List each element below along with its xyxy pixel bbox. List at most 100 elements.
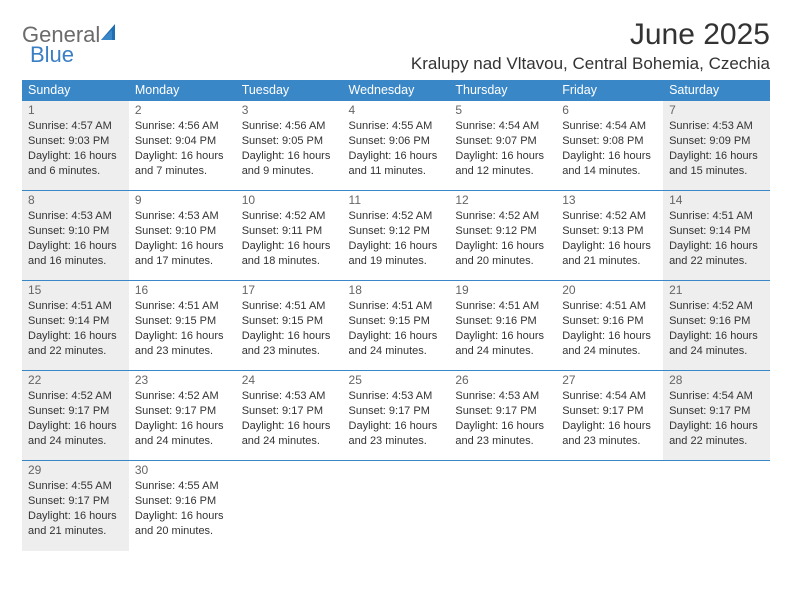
sunrise-line: Sunrise: 4:56 AM [135,119,230,134]
sunrise-line: Sunrise: 4:51 AM [562,299,657,314]
location: Kralupy nad Vltavou, Central Bohemia, Cz… [411,54,770,74]
weekday-header-row: SundayMondayTuesdayWednesdayThursdayFrid… [22,80,770,101]
daylight-line: Daylight: 16 hours and 23 minutes. [349,419,444,449]
calendar-day-cell: 18Sunrise: 4:51 AMSunset: 9:15 PMDayligh… [343,281,450,371]
sunrise-line: Sunrise: 4:52 AM [669,299,764,314]
sunrise-line: Sunrise: 4:54 AM [455,119,550,134]
sunrise-line: Sunrise: 4:53 AM [349,389,444,404]
day-number: 15 [28,283,123,297]
sunset-line: Sunset: 9:05 PM [242,134,337,149]
sunset-line: Sunset: 9:06 PM [349,134,444,149]
calendar-day-cell [449,461,556,551]
weekday-header: Friday [556,80,663,101]
sunrise-line: Sunrise: 4:52 AM [455,209,550,224]
logo-sail-icon [101,24,123,47]
daylight-line: Daylight: 16 hours and 12 minutes. [455,149,550,179]
calendar-day-cell: 29Sunrise: 4:55 AMSunset: 9:17 PMDayligh… [22,461,129,551]
sunrise-line: Sunrise: 4:53 AM [242,389,337,404]
daylight-line: Daylight: 16 hours and 18 minutes. [242,239,337,269]
sunrise-line: Sunrise: 4:55 AM [349,119,444,134]
day-number: 20 [562,283,657,297]
calendar-day-cell: 24Sunrise: 4:53 AMSunset: 9:17 PMDayligh… [236,371,343,461]
calendar-day-cell: 13Sunrise: 4:52 AMSunset: 9:13 PMDayligh… [556,191,663,281]
sunrise-line: Sunrise: 4:52 AM [349,209,444,224]
weekday-header: Saturday [663,80,770,101]
sunrise-line: Sunrise: 4:53 AM [669,119,764,134]
day-number: 19 [455,283,550,297]
sunset-line: Sunset: 9:10 PM [28,224,123,239]
calendar-day-cell [343,461,450,551]
sunset-line: Sunset: 9:17 PM [349,404,444,419]
calendar-week-row: 1Sunrise: 4:57 AMSunset: 9:03 PMDaylight… [22,101,770,191]
sunset-line: Sunset: 9:15 PM [135,314,230,329]
calendar-day-cell: 28Sunrise: 4:54 AMSunset: 9:17 PMDayligh… [663,371,770,461]
sunset-line: Sunset: 9:15 PM [242,314,337,329]
day-number: 5 [455,103,550,117]
day-number: 9 [135,193,230,207]
daylight-line: Daylight: 16 hours and 19 minutes. [349,239,444,269]
calendar-day-cell: 8Sunrise: 4:53 AMSunset: 9:10 PMDaylight… [22,191,129,281]
day-number: 3 [242,103,337,117]
sunset-line: Sunset: 9:10 PM [135,224,230,239]
sunrise-line: Sunrise: 4:57 AM [28,119,123,134]
daylight-line: Daylight: 16 hours and 24 minutes. [28,419,123,449]
calendar-week-row: 29Sunrise: 4:55 AMSunset: 9:17 PMDayligh… [22,461,770,551]
sunrise-line: Sunrise: 4:56 AM [242,119,337,134]
header: General Blue June 2025 Kralupy nad Vltav… [22,18,770,74]
calendar-day-cell [556,461,663,551]
sunrise-line: Sunrise: 4:51 AM [455,299,550,314]
sunset-line: Sunset: 9:12 PM [455,224,550,239]
logo-blue: Blue [30,42,74,67]
sunset-line: Sunset: 9:16 PM [135,494,230,509]
calendar-day-cell: 25Sunrise: 4:53 AMSunset: 9:17 PMDayligh… [343,371,450,461]
calendar-day-cell [236,461,343,551]
day-number: 18 [349,283,444,297]
day-number: 29 [28,463,123,477]
day-number: 14 [669,193,764,207]
calendar-day-cell: 1Sunrise: 4:57 AMSunset: 9:03 PMDaylight… [22,101,129,191]
day-number: 22 [28,373,123,387]
daylight-line: Daylight: 16 hours and 24 minutes. [349,329,444,359]
calendar-day-cell: 4Sunrise: 4:55 AMSunset: 9:06 PMDaylight… [343,101,450,191]
sunset-line: Sunset: 9:16 PM [669,314,764,329]
sunset-line: Sunset: 9:14 PM [28,314,123,329]
calendar-week-row: 8Sunrise: 4:53 AMSunset: 9:10 PMDaylight… [22,191,770,281]
day-number: 4 [349,103,444,117]
daylight-line: Daylight: 16 hours and 22 minutes. [669,419,764,449]
day-number: 11 [349,193,444,207]
day-number: 2 [135,103,230,117]
sunset-line: Sunset: 9:09 PM [669,134,764,149]
day-number: 13 [562,193,657,207]
sunset-line: Sunset: 9:07 PM [455,134,550,149]
daylight-line: Daylight: 16 hours and 23 minutes. [242,329,337,359]
sunrise-line: Sunrise: 4:54 AM [562,119,657,134]
day-number: 23 [135,373,230,387]
daylight-line: Daylight: 16 hours and 23 minutes. [135,329,230,359]
daylight-line: Daylight: 16 hours and 17 minutes. [135,239,230,269]
calendar-day-cell: 20Sunrise: 4:51 AMSunset: 9:16 PMDayligh… [556,281,663,371]
sunset-line: Sunset: 9:03 PM [28,134,123,149]
sunset-line: Sunset: 9:12 PM [349,224,444,239]
daylight-line: Daylight: 16 hours and 23 minutes. [562,419,657,449]
sunset-line: Sunset: 9:16 PM [562,314,657,329]
sunrise-line: Sunrise: 4:52 AM [242,209,337,224]
daylight-line: Daylight: 16 hours and 15 minutes. [669,149,764,179]
daylight-line: Daylight: 16 hours and 14 minutes. [562,149,657,179]
sunset-line: Sunset: 9:04 PM [135,134,230,149]
weekday-header: Thursday [449,80,556,101]
daylight-line: Daylight: 16 hours and 22 minutes. [669,239,764,269]
sunset-line: Sunset: 9:17 PM [669,404,764,419]
sunset-line: Sunset: 9:08 PM [562,134,657,149]
calendar-day-cell: 21Sunrise: 4:52 AMSunset: 9:16 PMDayligh… [663,281,770,371]
daylight-line: Daylight: 16 hours and 7 minutes. [135,149,230,179]
sunrise-line: Sunrise: 4:51 AM [349,299,444,314]
daylight-line: Daylight: 16 hours and 24 minutes. [669,329,764,359]
sunrise-line: Sunrise: 4:51 AM [28,299,123,314]
weekday-header: Sunday [22,80,129,101]
sunset-line: Sunset: 9:17 PM [455,404,550,419]
weekday-header: Wednesday [343,80,450,101]
sunset-line: Sunset: 9:11 PM [242,224,337,239]
sunrise-line: Sunrise: 4:55 AM [28,479,123,494]
day-number: 24 [242,373,337,387]
sunrise-line: Sunrise: 4:55 AM [135,479,230,494]
